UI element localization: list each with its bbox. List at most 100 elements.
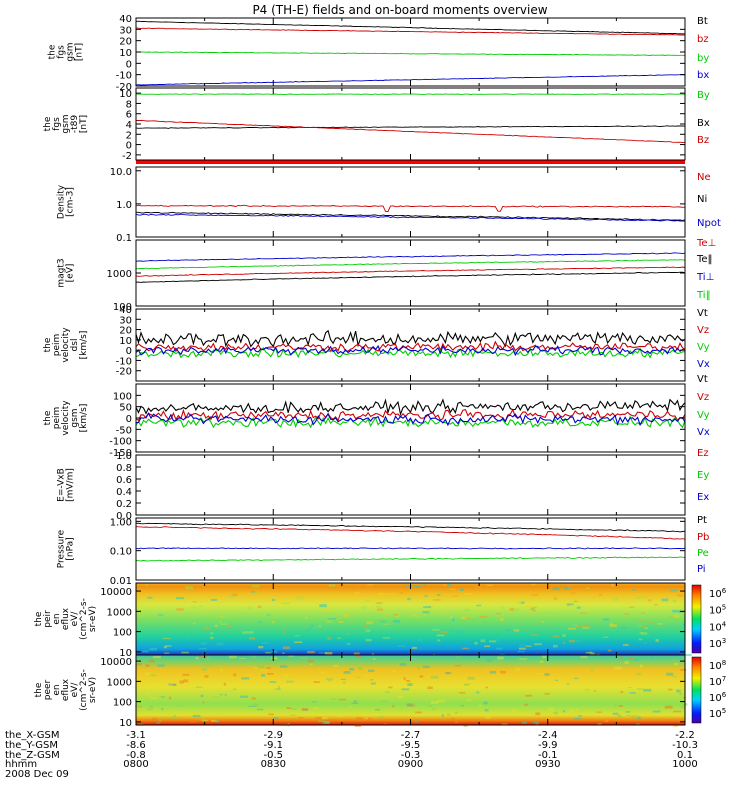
spectrogram-texture <box>544 693 550 695</box>
spectrogram-texture <box>598 593 603 597</box>
spectrogram-texture <box>505 628 511 632</box>
panel-7: 1.00.80.60.40.20.0 E=-VxB [mV/m] Ez Ey Ex <box>57 448 710 522</box>
y-axis-label: gsm <box>66 42 76 61</box>
spectrogram-texture <box>340 678 346 680</box>
spectrogram-texture <box>430 701 439 704</box>
spectrogram-texture <box>427 686 433 689</box>
spectrogram-texture <box>548 707 554 711</box>
spectrogram-texture <box>552 712 556 714</box>
spectrogram-texture <box>259 669 267 672</box>
colorbar-label: 105 <box>709 707 726 720</box>
spectrogram-texture <box>501 606 505 609</box>
spectrogram-texture <box>455 711 458 714</box>
spectrogram-texture <box>634 659 639 661</box>
spectrogram-texture <box>403 677 406 680</box>
x-axis-row-value: -9.5 <box>401 740 421 751</box>
spectrogram-texture <box>423 613 426 616</box>
spectrogram-texture <box>554 711 558 715</box>
spectrogram-texture <box>644 627 648 629</box>
spectrogram-texture <box>145 584 149 587</box>
spectrogram-texture <box>451 629 455 632</box>
spectrogram-texture <box>321 717 328 720</box>
spectrogram-texture <box>204 627 209 631</box>
spectrogram-texture <box>525 694 533 697</box>
x-axis-row-value: 0900 <box>398 759 423 770</box>
spectrogram-texture <box>519 644 526 647</box>
spectrogram-texture <box>368 669 375 672</box>
spectrogram-texture <box>376 602 383 604</box>
spectrogram-texture <box>258 646 264 649</box>
spectrogram-texture <box>405 680 411 682</box>
spectrogram-texture <box>623 644 629 646</box>
spectrogram-texture <box>346 643 351 645</box>
series-line-vx <box>135 344 686 357</box>
spectrogram-texture <box>445 672 452 674</box>
spectrogram-texture <box>346 633 351 635</box>
series-line-pt <box>135 522 686 533</box>
y-axis-label: en <box>52 613 62 624</box>
spectrogram-texture <box>489 640 497 643</box>
legend-entry: Vz <box>697 325 709 336</box>
spectrogram-texture <box>151 717 157 720</box>
spectrogram-texture <box>308 627 311 630</box>
spectrogram-texture <box>170 716 179 719</box>
spectrogram-texture <box>620 627 627 629</box>
spectrogram-texture <box>282 652 285 654</box>
spectrogram-texture <box>567 585 571 589</box>
y-axis-label: [cm-3] <box>66 187 76 217</box>
spectrogram-texture <box>324 608 332 611</box>
spectrogram-texture <box>313 681 320 683</box>
y-axis-label: gsm <box>70 408 80 427</box>
spectrogram-texture <box>637 688 644 690</box>
y-tick-label: 0.10 <box>110 547 132 558</box>
spectrogram-texture <box>437 639 441 642</box>
x-axis-row-value: -0.8 <box>126 750 146 761</box>
y-tick-label: 10000 <box>100 587 132 598</box>
colorbar-label: 107 <box>709 675 726 688</box>
y-axis-label: [km/s] <box>79 404 89 433</box>
series-line-by <box>135 51 686 56</box>
spectrogram-texture <box>376 605 382 609</box>
spectrogram-texture <box>447 713 451 716</box>
y-tick-label: 100 <box>113 698 132 709</box>
spectrogram-texture <box>673 614 680 618</box>
spectrogram-texture <box>626 714 631 717</box>
spectrogram-texture <box>354 592 360 594</box>
y-tick-label: -2 <box>122 151 132 162</box>
spectrogram-texture <box>531 593 538 597</box>
spectrogram-texture <box>367 586 373 590</box>
y-axis-label: peir <box>43 610 53 628</box>
spectrogram-texture <box>531 583 536 586</box>
legend-entry: Ne <box>697 172 711 183</box>
x-axis-row-value: -0.1 <box>538 750 558 761</box>
x-axis-row-value: -2.7 <box>401 730 421 741</box>
spectrogram-texture <box>320 671 326 673</box>
y-axis-label: (cm^2-s- <box>79 669 89 711</box>
spectrogram-texture <box>384 691 390 693</box>
spectrogram-texture <box>607 649 612 652</box>
spectrogram-texture <box>512 708 516 712</box>
spectrogram-texture <box>454 689 462 691</box>
spectrogram-texture <box>439 611 443 614</box>
spectrogram-texture <box>393 670 396 673</box>
spectrogram-texture <box>422 665 430 668</box>
spectrogram-texture <box>220 693 223 696</box>
spectrogram-texture <box>679 693 682 695</box>
y-tick-label: -50 <box>116 425 132 436</box>
legend-entry: by <box>697 53 709 64</box>
spectrogram-texture <box>639 664 643 668</box>
spectrogram-texture <box>214 624 218 627</box>
spectrogram-texture <box>517 651 525 653</box>
spectrogram-texture <box>401 688 410 691</box>
spectrogram-texture <box>328 618 337 620</box>
x-axis-row-value: -2.4 <box>538 730 558 741</box>
series-line-vt <box>135 398 686 417</box>
spectrogram-texture <box>310 624 314 627</box>
y-axis-label: the <box>34 611 44 626</box>
spectrogram-texture <box>200 694 204 698</box>
legend-entry: Bz <box>697 135 709 146</box>
spectrogram-texture <box>450 718 455 720</box>
spectrogram-texture <box>325 652 333 655</box>
y-tick-label: 100 <box>113 391 132 402</box>
